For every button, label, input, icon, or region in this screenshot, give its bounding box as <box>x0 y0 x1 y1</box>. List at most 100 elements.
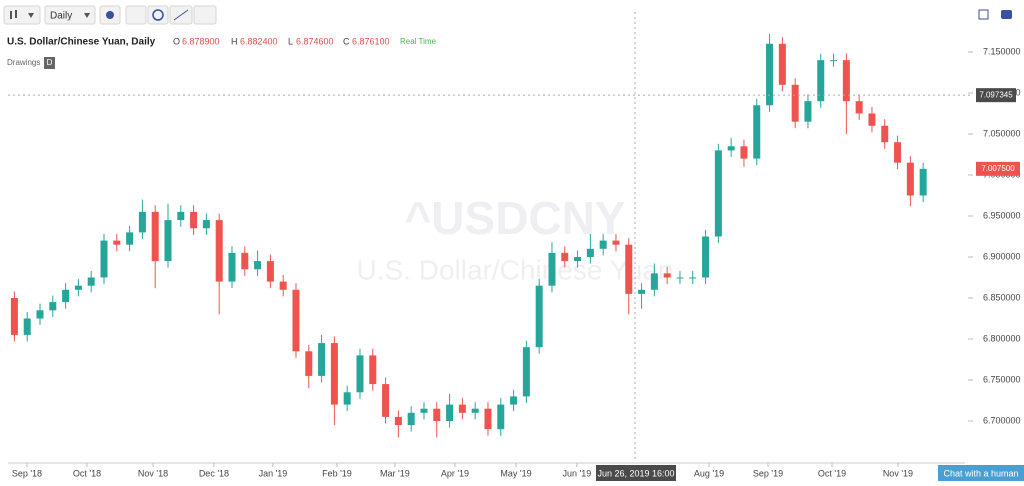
candle-body <box>151 211 159 262</box>
interval-select[interactable] <box>44 5 96 25</box>
y-tick-label: 6.950000 <box>983 210 1021 220</box>
icon <box>106 11 114 19</box>
title: U.S. Dollar/Chinese Yuan, Daily <box>7 37 156 48</box>
candle-body <box>36 310 44 319</box>
icon <box>10 11 12 19</box>
candle-body <box>343 392 351 405</box>
candle-body <box>778 43 786 85</box>
candle-body <box>100 240 108 278</box>
candle-body <box>305 351 313 376</box>
x-tick-label: May '19 <box>500 468 531 478</box>
candle-body <box>740 146 748 159</box>
candle-body <box>906 162 914 196</box>
compare-button[interactable] <box>193 5 217 25</box>
candle-body <box>266 261 274 282</box>
candle-body <box>727 146 735 151</box>
candle-body <box>241 252 249 270</box>
candle-body <box>318 343 326 376</box>
candle-body <box>356 355 364 393</box>
candle-body <box>202 220 210 229</box>
snapshot-button[interactable] <box>1001 10 1012 19</box>
chart-type-button[interactable] <box>3 5 41 25</box>
crosshair-time: Jun 26, 2019 16:00 <box>597 468 674 478</box>
candle-body <box>842 60 850 102</box>
x-tick-label: Feb '19 <box>322 468 352 478</box>
candle-body <box>126 232 134 245</box>
candle-body <box>279 281 287 290</box>
candle-body <box>868 113 876 126</box>
candle-body <box>87 277 95 286</box>
candle-body <box>919 168 927 196</box>
candle-body <box>702 236 710 278</box>
candle-body <box>10 297 18 335</box>
x-tick-label: Sep '19 <box>753 468 783 478</box>
candle-body <box>714 150 722 237</box>
x-tick-label: Mar '19 <box>380 468 410 478</box>
ohlc-label: H <box>231 36 238 46</box>
x-tick-label: Nov '19 <box>883 468 913 478</box>
icon <box>173 9 189 21</box>
drawings-label: Drawings <box>7 58 40 67</box>
ohlc-value: 6.876100 <box>352 36 390 46</box>
crosshair-time-box <box>596 465 676 481</box>
x-tick-label: Jan '19 <box>259 468 288 478</box>
candle-body <box>855 101 863 114</box>
clock-button[interactable] <box>147 5 169 25</box>
ohlc-label: O <box>173 36 180 46</box>
candle-body <box>650 273 658 290</box>
drawings-badge-label: D <box>47 58 53 67</box>
fullscreen-button[interactable] <box>978 9 989 20</box>
candle-body <box>369 355 377 385</box>
watermark-name: U.S. Dollar/Chinese Yuan <box>357 254 674 285</box>
icon <box>84 13 90 18</box>
candle-body <box>330 343 338 405</box>
candle-body <box>817 60 825 102</box>
crosshair-price: 7.097345 <box>979 90 1013 99</box>
candle-body <box>638 289 646 294</box>
candle-body <box>471 408 479 413</box>
candle-body <box>766 43 774 106</box>
candle-body <box>625 244 633 294</box>
x-tick-label: Jun '19 <box>563 468 592 478</box>
status: Real Time <box>400 37 437 46</box>
candle-body <box>830 60 838 62</box>
ohlc-label: C <box>343 36 350 46</box>
last-price-label: 7.007500 <box>981 164 1015 173</box>
ohlc-label: L <box>288 36 293 46</box>
ohlc-value: 6.878900 <box>182 36 220 46</box>
candle-body <box>689 277 697 279</box>
candle-body <box>522 347 530 397</box>
candle-body <box>676 277 684 279</box>
y-tick-label: 6.800000 <box>983 333 1021 343</box>
x-tick-label: Oct '19 <box>818 468 846 478</box>
candle-body <box>254 261 262 270</box>
candle-body <box>407 412 415 426</box>
toolbar: Daily <box>3 5 1012 25</box>
candle-body <box>599 240 607 249</box>
candle-body <box>113 240 121 245</box>
candle-body <box>164 220 172 262</box>
candle-body <box>894 142 902 163</box>
indicator-button[interactable] <box>125 5 147 25</box>
candle-body <box>612 240 620 245</box>
candle-body <box>23 318 31 335</box>
x-tick-label: Oct '18 <box>73 468 101 478</box>
y-tick-label: 6.850000 <box>983 292 1021 302</box>
y-tick-label: 7.050000 <box>983 128 1021 138</box>
candle-body <box>663 273 671 278</box>
candle-body <box>497 404 505 430</box>
crosshair-price-box <box>976 88 1016 103</box>
chat-button[interactable] <box>938 465 1024 481</box>
x-tick-label: Sep '18 <box>12 468 42 478</box>
candle-body <box>804 101 812 122</box>
interval-label: Daily <box>50 11 72 22</box>
x-tick-label: Dec '18 <box>199 468 229 478</box>
candle-body <box>177 211 185 221</box>
x-tick-label: Apr '19 <box>441 468 469 478</box>
drawings-badge[interactable] <box>44 57 55 69</box>
candle-body <box>420 408 428 413</box>
icon <box>152 9 164 21</box>
icon <box>15 10 17 18</box>
y-tick-label: 7.150000 <box>983 46 1021 56</box>
candle-body <box>535 285 543 348</box>
